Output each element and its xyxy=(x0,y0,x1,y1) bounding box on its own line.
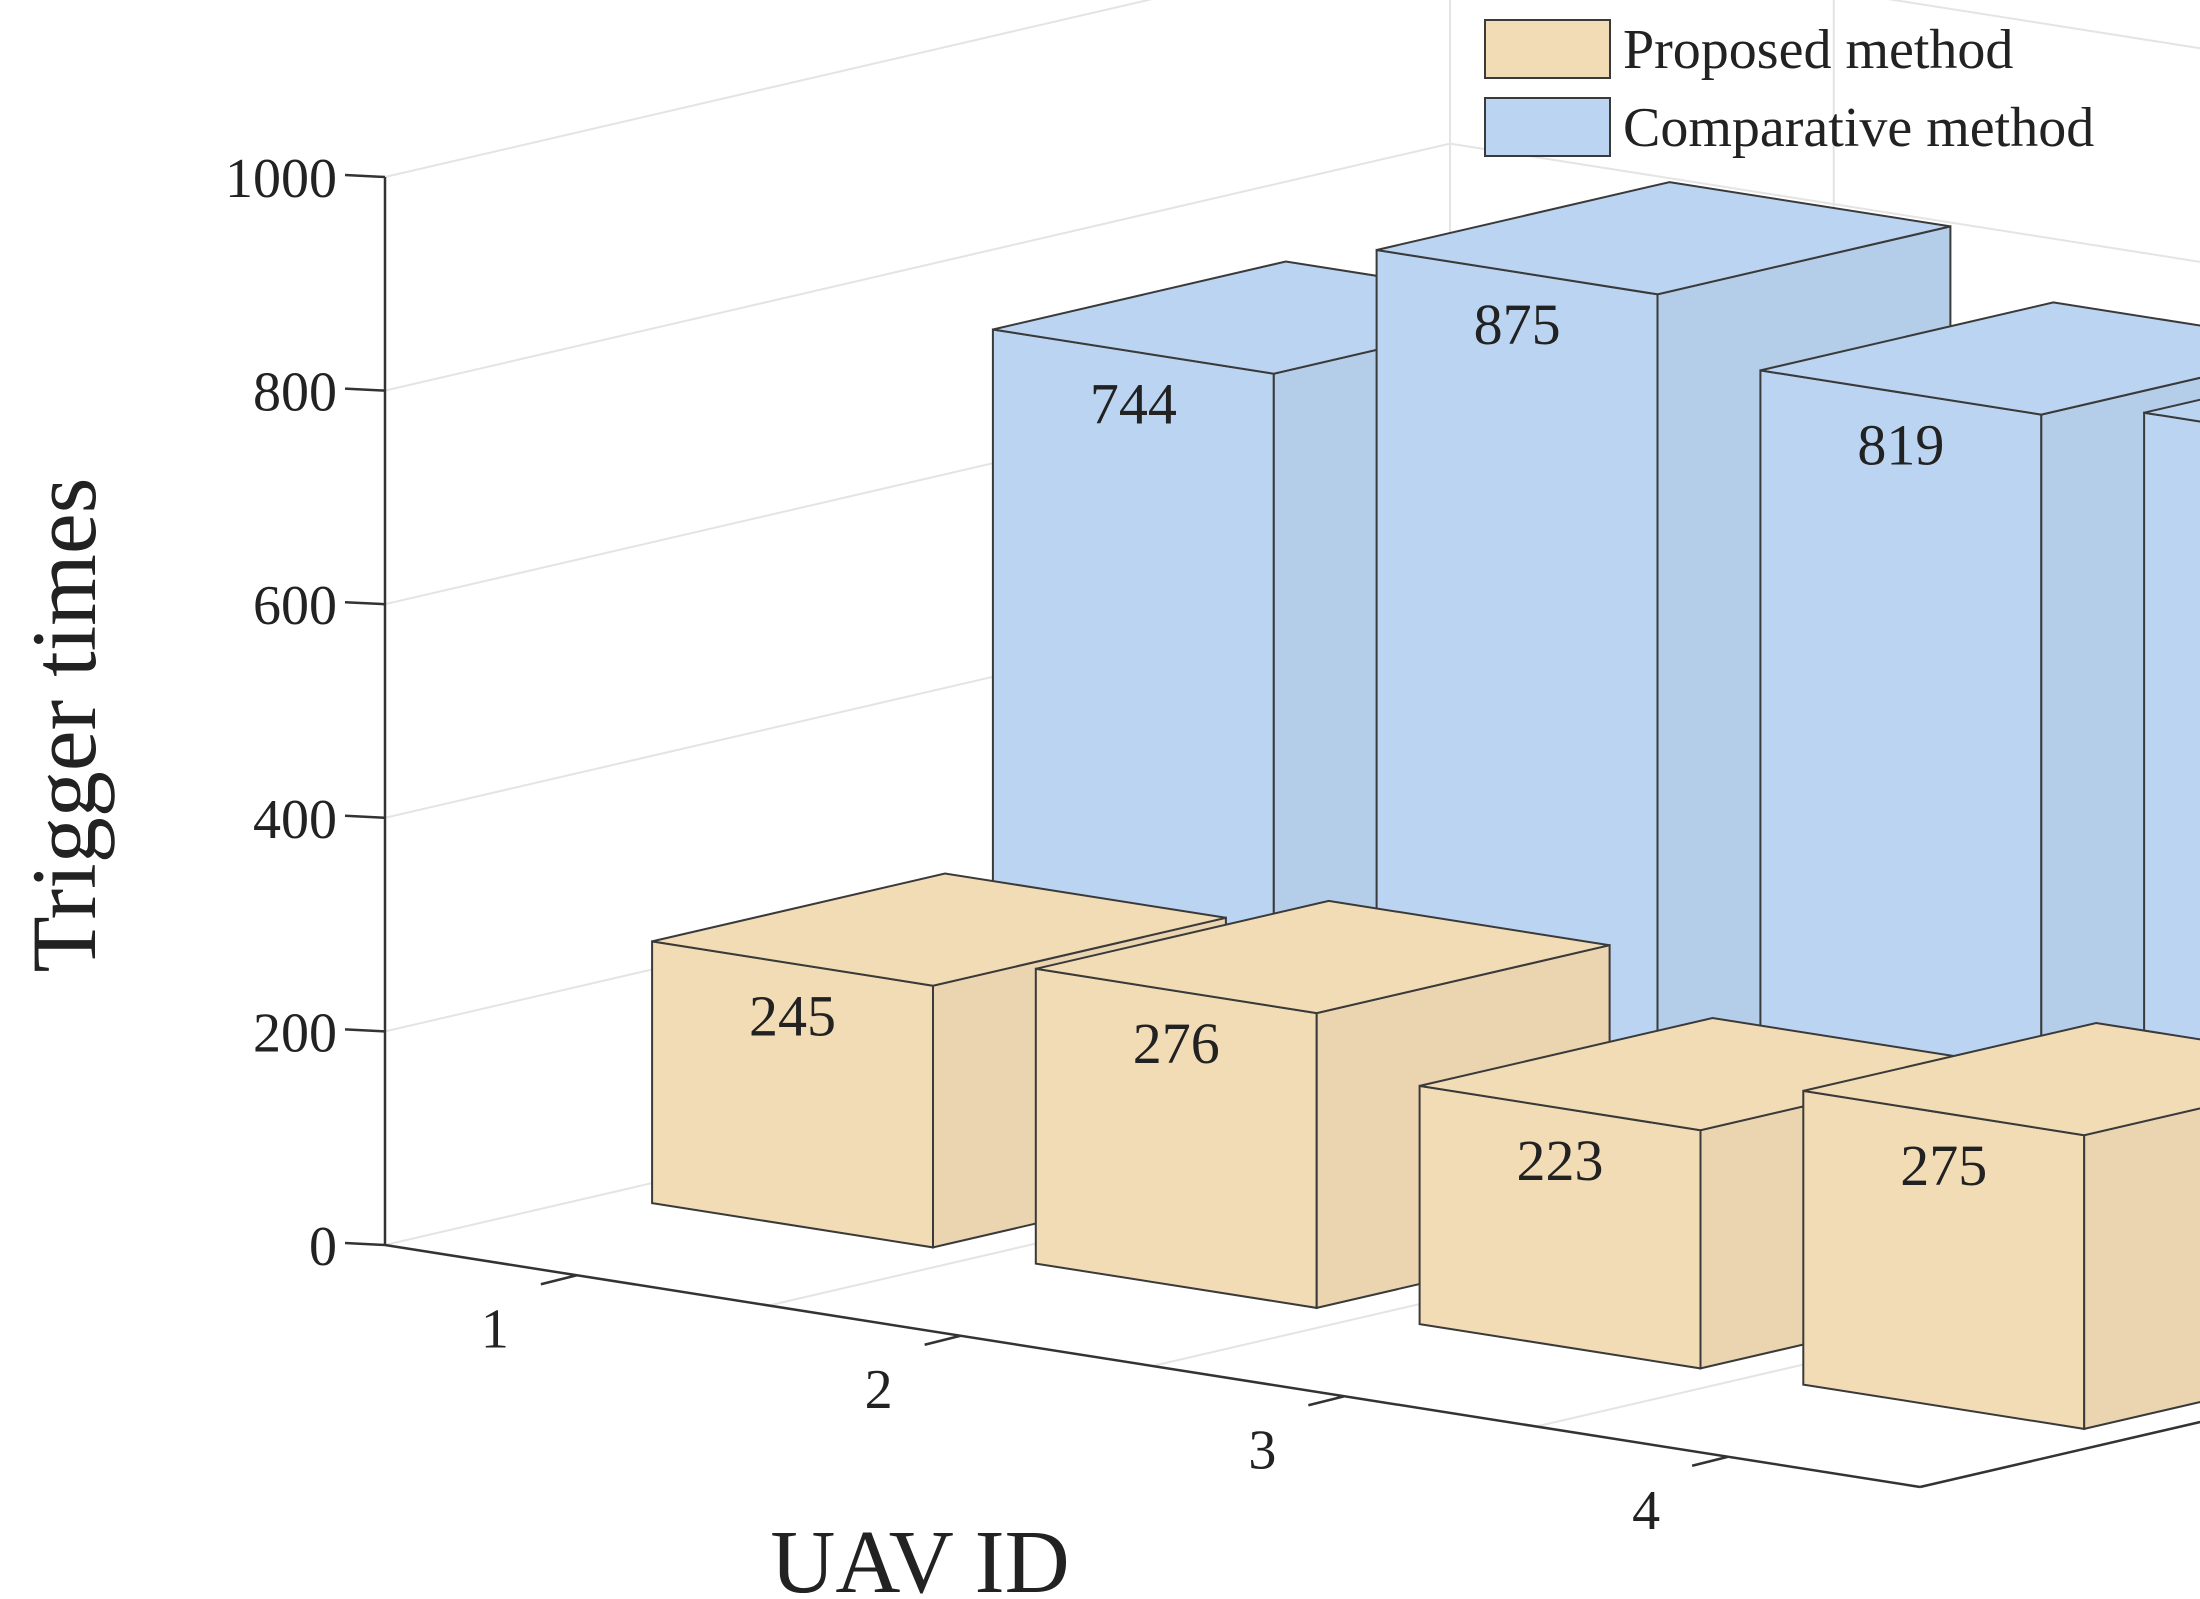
bar-value-label: 819 xyxy=(1857,413,1944,478)
y-axis-label: Trigger times xyxy=(13,478,115,973)
legend-swatch-proposed xyxy=(1484,19,1611,79)
y-tick xyxy=(344,1028,386,1033)
legend-swatch-comparative xyxy=(1484,97,1611,157)
x-tick xyxy=(1691,1455,1729,1467)
y-tick-label: 800 xyxy=(253,362,337,424)
grid-line-horizontal xyxy=(384,0,2200,178)
bar-top-face xyxy=(2143,398,2200,423)
y-tick xyxy=(344,387,386,392)
depth-axis-line xyxy=(1919,1420,2200,1489)
bar-side-face xyxy=(2083,1107,2200,1431)
bar-value-label: 276 xyxy=(1133,1011,1220,1076)
bar-value-label: 275 xyxy=(1900,1133,1987,1198)
x-tick xyxy=(1308,1395,1345,1407)
legend-label-proposed: Proposed method xyxy=(1623,19,2013,81)
legend: Proposed method Comparative method xyxy=(1484,19,2094,159)
y-tick xyxy=(344,600,386,606)
y-tick xyxy=(344,1241,386,1247)
y-tick-label: 600 xyxy=(253,575,337,637)
bars: 744875819836245276223275 xyxy=(651,181,2200,1431)
bar-value-label: 245 xyxy=(749,984,836,1049)
bar-value-label: 744 xyxy=(1090,372,1177,437)
x-axis-label: UAV ID xyxy=(770,1513,1069,1599)
bar-value-label: 875 xyxy=(1474,292,1561,357)
x-tick-label: 4 xyxy=(1632,1480,1660,1542)
bar-top-face xyxy=(651,872,1227,987)
y-tick xyxy=(344,814,386,820)
y-tick-label: 0 xyxy=(309,1216,337,1278)
x-tick-label: 3 xyxy=(1248,1419,1276,1481)
x-tick-label: 1 xyxy=(481,1298,509,1360)
bar-top-face xyxy=(1376,181,1951,296)
legend-label-comparative: Comparative method xyxy=(1623,97,2094,159)
bar-top-face xyxy=(1760,301,2200,416)
y-tick-label: 1000 xyxy=(225,148,337,210)
bar-top-face xyxy=(1035,899,1610,1015)
y-tick xyxy=(344,173,386,179)
axes: 0 200 400 600 800 1000 1 2 3 4 xyxy=(225,148,2200,1542)
bar-proposed-2: 276 xyxy=(1034,899,1611,1310)
y-tick-label: 400 xyxy=(253,789,337,851)
x-tick xyxy=(924,1334,961,1346)
x-tick xyxy=(540,1274,578,1286)
bar-value-label: 223 xyxy=(1517,1128,1604,1193)
x-tick-label: 2 xyxy=(865,1359,893,1421)
bar-top-face xyxy=(1803,1021,2200,1137)
x-axis-line xyxy=(384,1243,1921,1489)
bar-proposed-4: 275 xyxy=(1802,1021,2200,1431)
y-tick-label: 200 xyxy=(253,1002,337,1064)
